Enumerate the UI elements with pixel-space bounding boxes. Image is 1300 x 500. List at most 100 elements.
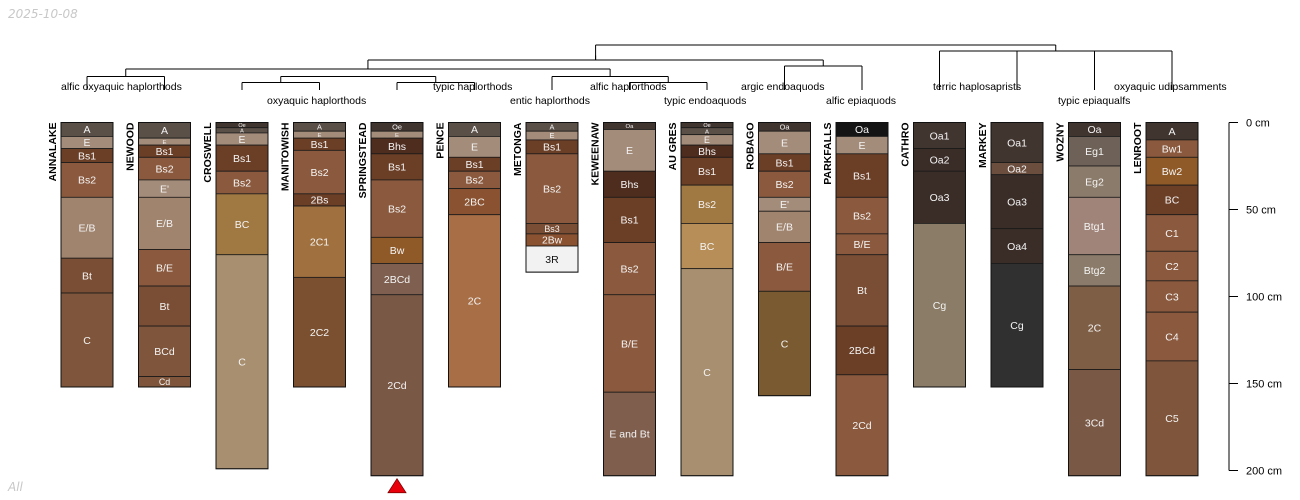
profile-robago: ROBAGO Oa E Bs1 Bs2 E' E/B B/E C xyxy=(745,122,811,397)
depth-tick-label: 0 cm xyxy=(1246,118,1270,130)
horizon-label: Oa xyxy=(855,124,869,136)
horizon-label: Bs1 xyxy=(853,170,871,182)
horizon-label: E xyxy=(239,135,246,146)
horizon-label: Bs2 xyxy=(543,183,561,195)
horizon-label: C xyxy=(781,338,789,350)
horizon-c4 xyxy=(1145,311,1199,362)
horizon-label: Bs2 xyxy=(620,263,638,275)
profile-cathro: CATHRO Oa1 Oa2 Oa3 Cg xyxy=(900,122,966,388)
horizon-c xyxy=(215,254,269,470)
horizon-label: Oa xyxy=(1087,124,1101,136)
horizon-label: Bs2 xyxy=(155,163,173,175)
profile-label: NEWOOD xyxy=(125,122,137,171)
horizon-label: Oa xyxy=(780,123,791,132)
profile-pence: PENCE AE Bs1 Bs2 2BC 2C xyxy=(435,122,501,388)
taxa-label: oxyaquic haplorthods xyxy=(267,95,366,107)
horizon-label: E xyxy=(550,131,555,140)
horizon-label: 2C xyxy=(1088,323,1102,335)
horizon-label: E/B xyxy=(156,218,173,230)
profile-outline xyxy=(138,122,191,388)
profile-outline xyxy=(448,122,501,388)
horizon-label: 2BCd xyxy=(384,274,410,286)
horizon-oa3 xyxy=(990,174,1044,230)
profile-label: ROBAGO xyxy=(745,123,757,170)
horizon-label: E xyxy=(781,137,788,149)
horizon-label: 2C2 xyxy=(310,327,329,339)
horizon-e-b xyxy=(758,210,811,243)
footer-label: All xyxy=(8,480,23,494)
horizon-label: Bs2 xyxy=(853,210,871,222)
profile-outline xyxy=(60,122,114,388)
horizon-label: A xyxy=(471,124,478,136)
depth-tick-label: 100 cm xyxy=(1246,292,1282,304)
horizon-label: B/E xyxy=(854,239,871,251)
taxa-labels: alfic oxyaquic haplorthods oxyaquic haplo… xyxy=(61,81,1227,107)
profile-label: METONGA xyxy=(512,122,524,176)
horizon-label: 2C1 xyxy=(310,236,329,248)
profile-label: PARKFALLS xyxy=(822,123,834,185)
horizon-label: Bs1 xyxy=(233,153,251,165)
horizon-label: A xyxy=(83,124,90,136)
taxa-label: argic endoaquods xyxy=(741,81,824,93)
horizon-label: Btg2 xyxy=(1084,265,1106,277)
horizon-e-b xyxy=(60,196,114,259)
profile-label: AU GRES xyxy=(667,123,679,171)
horizon-label: E xyxy=(395,133,399,139)
horizon-label: Oe xyxy=(703,123,710,129)
profile-label: MARKEY xyxy=(977,123,989,169)
horizon-label: Bs2 xyxy=(310,167,328,179)
horizon-label: Bhs xyxy=(620,179,638,191)
horizon-2c xyxy=(448,214,501,388)
horizon-label: Bhs xyxy=(388,141,406,153)
horizon-label: Bs1 xyxy=(543,142,561,154)
profile-springstead: SPRINGSTEAD OeE Bhs Bs1 Bs2 Bw 2BCd 2Cd xyxy=(357,122,424,494)
taxa-label: oxyaquic udipsamments xyxy=(1114,81,1227,93)
horizon-label: Btg1 xyxy=(1084,221,1106,233)
horizon-bc xyxy=(1145,184,1199,216)
profile-outline xyxy=(215,122,269,470)
horizon-label: A xyxy=(550,123,555,132)
horizon-bhs xyxy=(603,170,656,198)
horizon-3r xyxy=(525,245,579,273)
profile-outline xyxy=(293,122,346,388)
horizon-label: Bs2 xyxy=(775,179,793,191)
profile-label: CROSWELL xyxy=(202,122,214,183)
horizon-btg1 xyxy=(1068,196,1121,256)
horizon-label: Bs2 xyxy=(698,199,716,211)
horizon-bs2 xyxy=(370,179,424,238)
horizon-label: 3R xyxy=(545,254,559,266)
horizon-label: Cg xyxy=(1010,320,1024,332)
taxa-label: terric haplosaprists xyxy=(933,81,1021,93)
horizon-label: BC xyxy=(235,219,250,231)
horizon-label: C1 xyxy=(1165,228,1179,240)
horizon-label: E' xyxy=(160,183,169,195)
horizon-label: Bt xyxy=(160,301,170,313)
horizon-label: Oa1 xyxy=(1007,137,1027,149)
profile-outline xyxy=(835,122,889,477)
profile-label: ANNALAKE xyxy=(47,123,59,182)
horizon-label: C5 xyxy=(1165,413,1179,425)
horizon-label: B/E xyxy=(156,263,173,275)
horizon-label: Bw2 xyxy=(1162,166,1183,178)
horizon-bs1 xyxy=(835,153,889,198)
profile-outline xyxy=(1145,122,1199,477)
horizon-label: C xyxy=(703,367,711,379)
depth-tick-label: 50 cm xyxy=(1246,205,1276,217)
horizon-btg2 xyxy=(1068,254,1121,287)
profile-label: SPRINGSTEAD xyxy=(357,122,369,198)
depth-tick-label: 150 cm xyxy=(1246,379,1282,391)
profile-label: PENCE xyxy=(435,123,447,159)
horizon-bs2 xyxy=(835,196,889,235)
horizon-label: Bs2 xyxy=(78,175,96,187)
horizon-bs1 xyxy=(680,156,734,186)
horizon-3cd xyxy=(1068,369,1121,477)
horizon-2cd xyxy=(835,374,889,477)
horizon-bs2 xyxy=(60,162,114,198)
taxa-label: alfic oxyaquic haplorthods xyxy=(61,81,182,93)
horizon-label: Bw xyxy=(390,245,405,257)
horizon-2cd xyxy=(370,294,424,477)
horizon-label: C4 xyxy=(1165,331,1179,343)
